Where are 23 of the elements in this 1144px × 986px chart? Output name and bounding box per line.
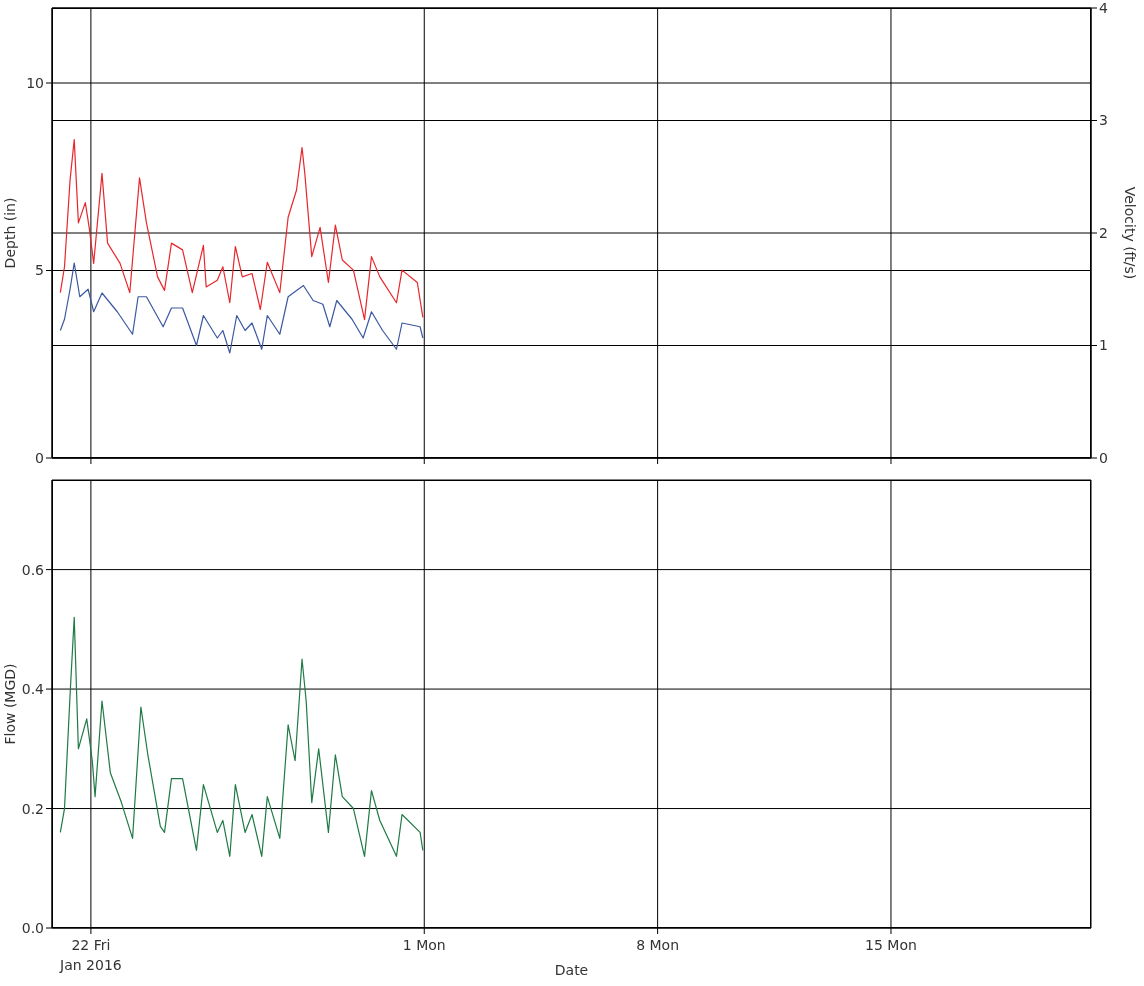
y2-tick-label: 3 <box>1099 112 1108 129</box>
x-tick-label: 22 Fri Jan 2016 <box>59 937 122 973</box>
y2-tick-label: 1 <box>1099 337 1108 354</box>
y2-tick-label: 4 <box>1099 0 1108 16</box>
y-tick-label: 0.2 <box>21 800 44 817</box>
line-series <box>59 616 424 857</box>
x-axis-title: Date <box>554 962 589 978</box>
line-series <box>59 262 424 354</box>
y2-axis-title: Velocity (ft/s) <box>1122 186 1138 280</box>
line-series <box>59 139 424 321</box>
y2-tick-label: 2 <box>1099 224 1108 241</box>
x-tick-label: 8 Mon <box>636 937 680 953</box>
y-tick-label: 0.4 <box>21 681 45 698</box>
y-tick-label: 0.6 <box>21 561 45 578</box>
y-axis-title: Depth (in) <box>2 197 18 269</box>
y-tick-label: 0.0 <box>21 919 44 936</box>
y-tick-label: 10 <box>26 74 44 91</box>
y2-tick-label: 0 <box>1099 449 1108 466</box>
y-axis-title: Flow (MGD) <box>2 663 18 745</box>
y-tick-label: 0 <box>35 449 44 466</box>
y-tick-label: 5 <box>35 262 44 279</box>
x-tick-label: 1 Mon <box>402 937 446 953</box>
x-tick-label: 15 Mon <box>865 937 917 953</box>
